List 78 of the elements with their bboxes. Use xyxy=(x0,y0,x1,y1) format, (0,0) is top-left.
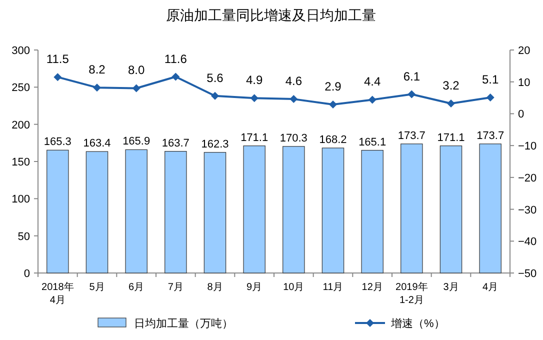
data-label: 3.2 xyxy=(442,78,460,93)
x-tick-label: 8月 xyxy=(207,282,223,293)
bar xyxy=(282,146,305,274)
point xyxy=(54,73,62,82)
data-label: 11.5 xyxy=(46,52,70,66)
legend-label: 日均加工量（万吨） xyxy=(134,317,233,330)
chart-title: 原油加工量同比增速及日均加工量 xyxy=(166,7,376,23)
y-tick-label: 300 xyxy=(12,45,30,57)
y-tick-label: 0 xyxy=(24,268,30,280)
data-label: 8.2 xyxy=(88,62,106,77)
x-tick-label: 5月 xyxy=(89,282,105,293)
point xyxy=(132,84,140,92)
point xyxy=(172,72,180,81)
bar xyxy=(46,150,69,274)
y-tick-label: 150 xyxy=(12,156,30,168)
point xyxy=(368,96,376,104)
x-tick-label: 6月 xyxy=(128,282,144,293)
y-tick-label: 250 xyxy=(12,82,30,94)
data-label: 165.3 xyxy=(44,136,72,148)
data-label: 168.2 xyxy=(319,134,347,146)
data-label: 6.1 xyxy=(403,69,420,84)
data-label: 5.1 xyxy=(482,72,499,86)
legend-label: 增速（%） xyxy=(390,317,445,330)
point xyxy=(486,93,494,102)
x-tick-label: 11月 xyxy=(322,282,344,293)
data-label: 165.1 xyxy=(358,136,386,148)
bar xyxy=(322,148,344,274)
y-tick-label: 200 xyxy=(12,119,30,132)
x-tick-label: 2018年 4月 xyxy=(42,281,74,306)
data-label: 171.1 xyxy=(240,132,268,144)
y2-tick-label: 10 xyxy=(518,76,530,89)
data-label: 2.9 xyxy=(324,79,342,94)
bar xyxy=(440,146,462,274)
data-label: 5.6 xyxy=(206,70,224,85)
y-tick-label: 100 xyxy=(12,194,30,206)
point xyxy=(250,94,258,102)
point xyxy=(93,84,101,92)
x-tick-label: 4月 xyxy=(482,282,498,293)
x-tick-label: 7月 xyxy=(168,282,184,293)
bar xyxy=(125,149,148,274)
point xyxy=(408,90,416,98)
data-label: 171.1 xyxy=(437,132,465,144)
bar xyxy=(243,146,266,274)
x-tick-label: 3月 xyxy=(443,282,459,293)
data-label: 173.7 xyxy=(398,130,426,142)
bar xyxy=(361,150,384,274)
x-tick-label: 10月 xyxy=(283,282,304,293)
x-tick-label: 9月 xyxy=(246,282,262,293)
y2-tick-label: −40 xyxy=(518,236,537,248)
point xyxy=(211,92,219,100)
data-label: 165.9 xyxy=(122,136,150,148)
point xyxy=(290,95,298,104)
data-label: 163.4 xyxy=(83,138,111,150)
data-label: 11.6 xyxy=(164,52,188,66)
data-label: 8.0 xyxy=(128,63,145,78)
x-tick-label: 2019年 1-2月 xyxy=(396,281,428,306)
bar xyxy=(164,151,187,274)
bar xyxy=(86,151,108,274)
x-tick-label: 12月 xyxy=(362,282,383,293)
bar xyxy=(400,144,423,274)
y2-tick-label: 0 xyxy=(518,108,524,121)
bar xyxy=(479,144,502,274)
y2-tick-label: −50 xyxy=(518,268,537,280)
data-label: 4.9 xyxy=(246,73,263,88)
data-label: 173.7 xyxy=(476,130,504,142)
data-label: 163.7 xyxy=(162,137,190,150)
data-label: 162.3 xyxy=(201,138,229,150)
y2-tick-label: −10 xyxy=(518,140,537,153)
point xyxy=(447,100,455,108)
data-label: 4.6 xyxy=(285,74,302,88)
y2-tick-label: 20 xyxy=(518,45,530,57)
y2-tick-label: −30 xyxy=(518,204,537,216)
y-tick-label: 50 xyxy=(18,230,30,243)
data-label: 170.3 xyxy=(280,132,308,144)
bar xyxy=(204,152,226,274)
y2-tick-label: −20 xyxy=(518,172,537,184)
point xyxy=(329,100,337,108)
data-label: 4.4 xyxy=(364,74,381,89)
